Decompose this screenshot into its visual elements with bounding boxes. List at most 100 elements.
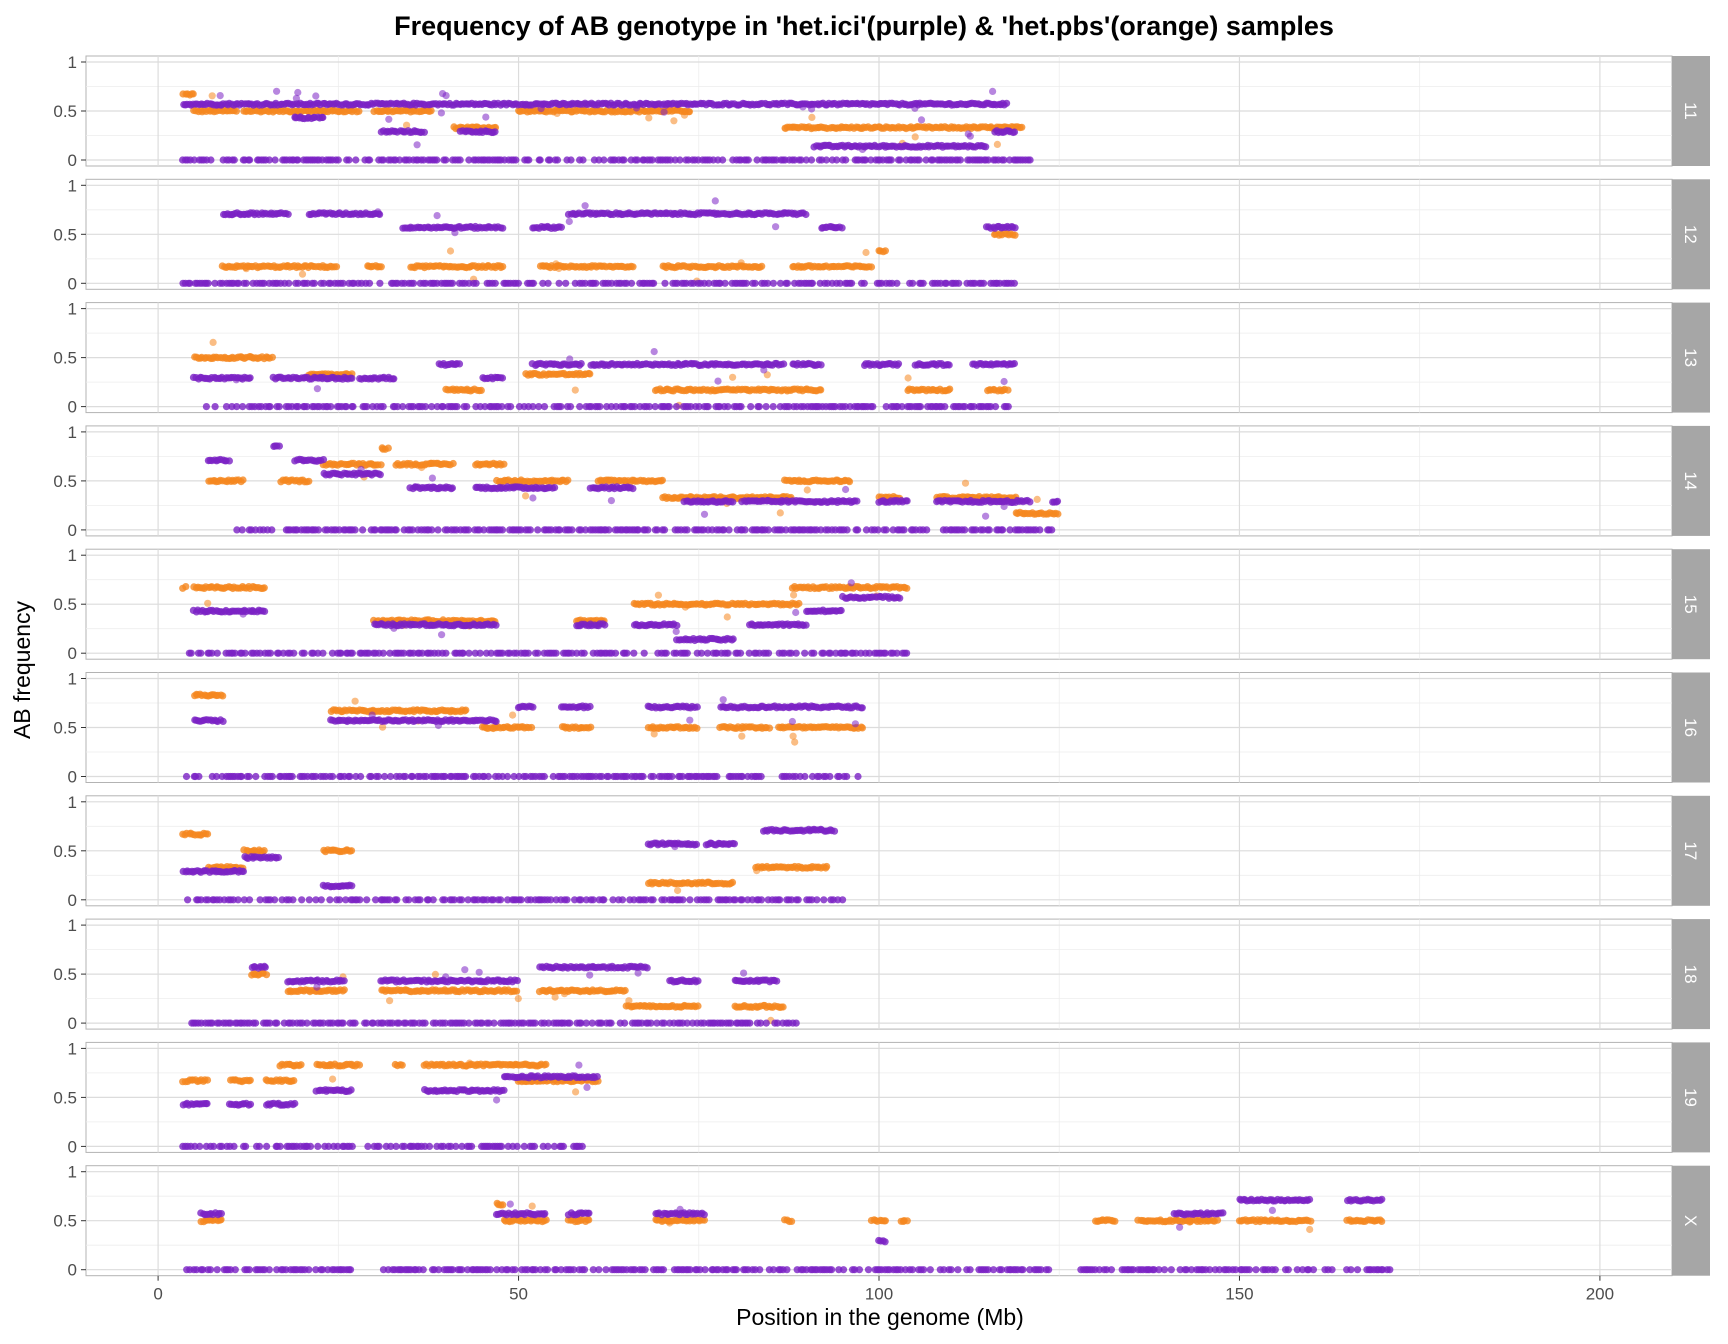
data-point-het-ici: [374, 208, 382, 216]
data-point-het-pbs: [477, 386, 485, 394]
data-point-het-ici: [854, 526, 862, 534]
data-point-het-ici: [551, 484, 559, 492]
data-point-het-pbs: [791, 738, 799, 746]
y-tick-label: 0: [68, 768, 77, 787]
data-point-het-ici: [751, 279, 759, 287]
data-point-het-ici: [438, 631, 446, 639]
data-point-het-ici: [529, 703, 537, 711]
y-tick-label: 1: [68, 53, 77, 72]
data-point-het-pbs: [845, 478, 854, 486]
data-point-het-ici: [764, 496, 772, 504]
data-point-het-ici: [546, 156, 554, 164]
data-point-het-ici: [363, 403, 371, 411]
data-point-het-pbs: [729, 373, 737, 381]
y-tick-label: 0: [68, 398, 77, 417]
data-point-het-ici: [566, 355, 574, 363]
data-point-het-ici: [676, 156, 684, 164]
data-point-het-ici: [956, 156, 965, 164]
data-point-het-pbs: [268, 353, 276, 361]
data-point-het-ici: [894, 360, 903, 368]
y-tick-label: 1: [68, 176, 77, 195]
data-point-het-ici: [650, 279, 658, 287]
data-point-het-ici: [566, 403, 575, 411]
data-point-het-ici: [843, 526, 851, 534]
data-point-het-ici: [596, 403, 604, 411]
data-point-het-ici: [428, 474, 436, 482]
data-point-het-ici: [744, 156, 752, 164]
data-point-het-pbs: [681, 603, 690, 611]
data-point-het-ici: [222, 403, 231, 411]
data-point-het-ici: [537, 105, 545, 113]
y-tick-label: 0.5: [53, 225, 77, 244]
data-point-het-ici: [433, 212, 441, 220]
data-point-het-ici: [719, 156, 727, 164]
data-point-het-ici: [275, 403, 283, 411]
data-point-het-ici: [808, 105, 816, 113]
data-point-het-pbs: [305, 477, 313, 485]
data-point-het-ici: [211, 279, 219, 287]
data-point-het-ici: [399, 403, 407, 411]
data-point-het-pbs: [738, 732, 746, 740]
data-point-het-ici: [491, 128, 499, 136]
data-point-het-ici: [672, 403, 681, 411]
data-point-het-ici: [665, 403, 673, 411]
data-point-het-ici: [252, 772, 260, 781]
facet-points: [179, 197, 1019, 287]
data-point-het-pbs: [418, 463, 426, 472]
facet-strip: [1672, 179, 1710, 290]
data-point-het-ici: [219, 717, 227, 726]
data-point-het-pbs: [881, 247, 890, 255]
data-point-het-pbs: [790, 591, 798, 599]
data-point-het-pbs: [355, 107, 363, 115]
data-point-het-ici: [465, 649, 473, 657]
data-point-het-ici: [448, 279, 457, 287]
data-point-het-ici: [719, 696, 727, 704]
data-point-het-ici: [339, 279, 347, 287]
data-point-het-ici: [232, 376, 240, 384]
data-point-het-ici: [760, 366, 768, 374]
data-point-het-pbs: [654, 591, 663, 599]
data-point-het-ici: [303, 403, 311, 411]
data-point-het-ici: [723, 649, 731, 657]
data-point-het-pbs: [629, 263, 637, 271]
data-point-het-ici: [186, 279, 194, 287]
data-point-het-ici: [882, 526, 890, 534]
data-point-het-ici: [455, 360, 464, 368]
data-point-het-pbs: [858, 724, 867, 732]
data-point-het-ici: [1010, 360, 1019, 368]
data-point-het-ici: [780, 360, 788, 368]
data-point-het-ici: [216, 92, 224, 100]
facet-panels: 00.511100.511200.511300.511400.511500.51…: [53, 53, 1710, 1280]
data-point-het-ici: [838, 224, 846, 232]
data-point-het-ici: [359, 526, 367, 534]
data-point-het-ici: [650, 348, 658, 356]
data-point-het-ici: [544, 279, 552, 287]
data-point-het-ici: [842, 156, 850, 164]
data-point-het-ici: [627, 279, 636, 287]
data-point-het-pbs: [260, 584, 268, 592]
data-point-het-ici: [385, 115, 393, 123]
data-point-het-ici: [492, 717, 500, 726]
data-point-het-ici: [860, 279, 868, 287]
data-point-het-ici: [711, 197, 719, 205]
data-point-het-ici: [851, 720, 860, 728]
data-point-het-ici: [352, 156, 360, 164]
data-point-het-ici: [238, 526, 246, 534]
data-point-het-ici: [261, 607, 269, 616]
data-point-het-ici: [808, 279, 817, 287]
data-point-het-ici: [909, 279, 917, 287]
data-point-het-ici: [579, 156, 587, 164]
data-point-het-ici: [498, 374, 507, 382]
data-point-het-pbs: [522, 492, 530, 500]
data-point-het-ici: [620, 156, 628, 164]
data-point-het-ici: [491, 279, 499, 287]
data-point-het-pbs: [239, 476, 247, 484]
data-point-het-ici: [294, 156, 302, 164]
data-point-het-ici: [428, 403, 436, 411]
data-point-het-ici: [195, 772, 203, 781]
data-point-het-ici: [945, 361, 953, 369]
data-point-het-ici: [799, 103, 807, 111]
data-point-het-ici: [662, 649, 670, 657]
data-point-het-ici: [557, 223, 566, 231]
